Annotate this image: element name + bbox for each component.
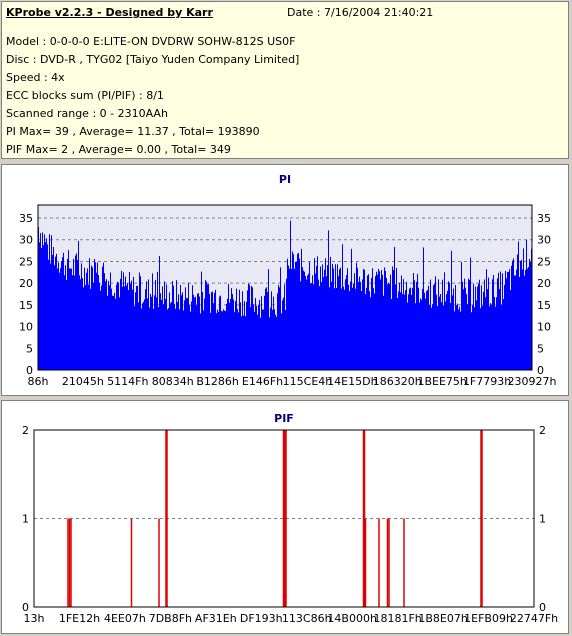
app-title: KProbe v2.2.3 - Designed by Karr [6,6,213,19]
x-tick-label: 1B8E07h [418,612,467,625]
y-tick-label-left: 20 [19,277,33,290]
x-tick-label: 113C86h [282,612,332,625]
y-tick-label-right: 35 [537,212,551,225]
y-tick-label-left: 25 [19,255,33,268]
y-tick-label-left: 35 [19,212,33,225]
y-tick-label-right: 15 [537,299,551,312]
y-tick-label-right: 2 [539,424,546,437]
x-tick-label: 115CE4h [283,375,333,388]
y-tick-label-right: 1 [539,513,546,526]
pi-stats-line: PI Max= 39 , Average= 11.37 , Total= 193… [6,125,260,138]
x-tick-label: AF31Eh [195,612,237,625]
plot-border [37,204,533,371]
ecc-line: ECC blocks sum (PI/PIF) : 8/1 [6,89,164,102]
y-tick-label-right: 0 [539,601,546,614]
x-tick-label: 7DB8Fh [149,612,192,625]
scan-date: Date : 7/16/2004 21:40:21 [287,6,434,19]
x-tick-label: 1BEE75h [417,375,466,388]
y-tick-label-right: 20 [537,277,551,290]
y-tick-label-left: 0 [22,601,29,614]
y-tick-label-right: 25 [537,255,551,268]
model-line: Model : 0-0-0-0 E:LITE-ON DVDRW SOHW-812… [6,35,296,48]
x-tick-label: 18181Fh [373,612,421,625]
x-tick-label: 1FE12h [59,612,100,625]
x-tick-label: 21045h [62,375,104,388]
pif-chart-panel: PIF 0 0 1 1 2 2 13h 1FE12h 4EE07h 7DB8Fh AF31Eh DF19… [1,400,569,634]
range-line: Scanned range : 0 - 2310AAh [6,107,168,120]
x-tick-label: 80834h [152,375,194,388]
x-tick-label: 1F7793h [463,375,511,388]
x-tick-label: E146Fh [242,375,283,388]
x-tick-label: 186320h [373,375,422,388]
x-tick-label: 5114Fh [107,375,148,388]
y-tick-label-left: 15 [19,299,33,312]
y-tick-label-left: 1 [22,513,29,526]
pif-chart: PIF 0 0 1 1 2 2 13h 1FE12h 4EE07h 7DB8Fh AF31Eh DF19… [22,412,558,625]
chart-title: PIF [274,412,294,425]
pi-chart: PI 0 0 5 5 10 10 15 15 20 20 25 25 30 30 35 35 86h 21045h 5… [19,173,557,388]
y-tick-label-left: 30 [19,234,33,247]
chart-title: PI [279,173,291,186]
info-panel: KProbe v2.2.3 - Designed by Karr Date : … [1,1,569,159]
y-tick-label-left: 10 [19,321,33,334]
speed-line: Speed : 4x [6,71,65,84]
x-tick-label: B1286h [196,375,239,388]
x-tick-label: 4EE07h [104,612,146,625]
x-tick-label: 14B000h [327,612,377,625]
x-tick-label: 1EFB09h [464,612,513,625]
y-tick-label-right: 0 [537,364,544,377]
x-tick-label: 230927h [508,375,557,388]
pi-chart-panel: PI 0 0 5 5 10 10 15 15 20 20 25 25 30 30 35 35 86h 21045h 5… [1,164,569,396]
x-tick-label: 22747Fh [510,612,558,625]
x-tick-label: 13h [24,612,45,625]
x-tick-label: 14E15Dh [327,375,377,388]
x-tick-label: 86h [28,375,49,388]
pif-stats-line: PIF Max= 2 , Average= 0.00 , Total= 349 [6,143,231,156]
y-tick-label-right: 5 [537,342,544,355]
y-tick-label-right: 30 [537,234,551,247]
plot-border [33,429,535,608]
y-tick-label-right: 10 [537,321,551,334]
disc-line: Disc : DVD-R , TYG02 [Taiyo Yuden Compan… [6,53,300,66]
y-tick-label-left: 0 [26,364,33,377]
pif-bars [67,430,483,607]
y-tick-label-left: 5 [26,342,33,355]
y-tick-label-left: 2 [22,424,29,437]
pi-bars [38,220,532,370]
x-tick-label: DF193h [240,612,283,625]
